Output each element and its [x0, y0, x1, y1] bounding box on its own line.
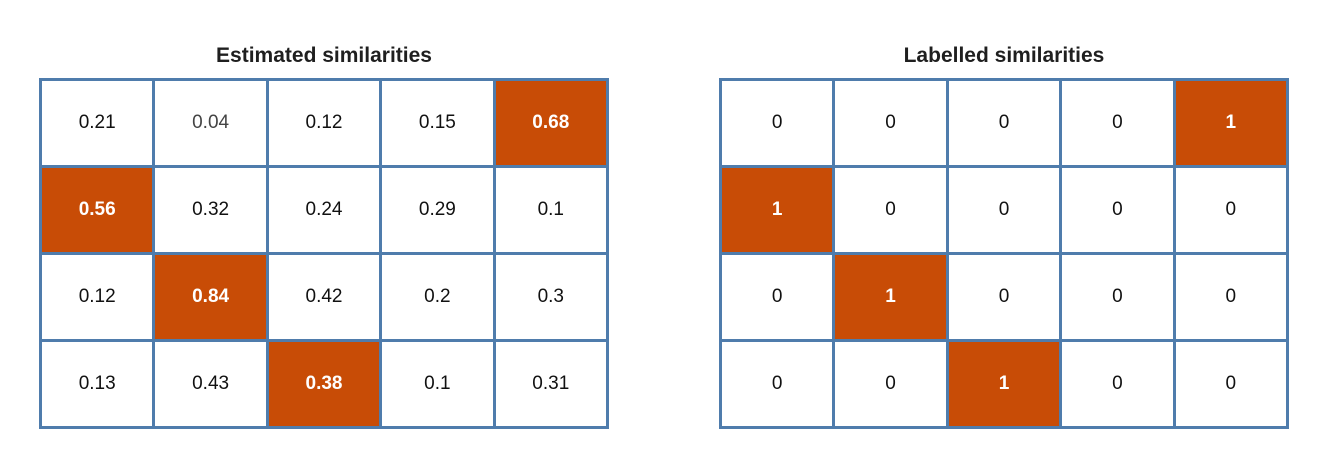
labelled-cell-r0-c2: 0	[948, 81, 1060, 165]
labelled-cell-r3-c0: 0	[722, 342, 833, 426]
estimated-cell-r1-c3: 0.29	[382, 168, 493, 252]
estimated-similarities-grid: 0.21 0.04 0.12 0.15 0.68 0.56 0.32 0.24 0.29 0.1 0…	[39, 78, 609, 429]
estimated-cell-r0-c2: 0.12	[268, 81, 380, 165]
labelled-cell-r2-c2: 0	[948, 255, 1060, 339]
estimated-cell-r2-c0: 0.12	[42, 255, 153, 339]
estimated-cell-r2-c4: 0.3	[495, 255, 606, 339]
labelled-cell-r1-c3: 0	[1062, 168, 1173, 252]
estimated-cell-r1-c0: 0.56	[42, 168, 153, 252]
estimated-cell-r2-c3: 0.2	[382, 255, 493, 339]
labelled-cell-r3-c3: 0	[1062, 342, 1173, 426]
estimated-cell-r3-c0: 0.13	[42, 342, 153, 426]
estimated-cell-r1-c4: 0.1	[495, 168, 606, 252]
labelled-cell-r0-c4: 1	[1175, 81, 1286, 165]
labelled-cell-r0-c0: 0	[722, 81, 833, 165]
labelled-cell-r3-c4: 0	[1175, 342, 1286, 426]
estimated-cell-r3-c1: 0.43	[155, 342, 266, 426]
estimated-cell-r3-c2: 0.38	[268, 342, 380, 426]
estimated-cell-r0-c4: 0.68	[495, 81, 606, 165]
labelled-cell-r2-c0: 0	[722, 255, 833, 339]
estimated-cell-r0-c0: 0.21	[42, 81, 153, 165]
estimated-cell-r0-c3: 0.15	[382, 81, 493, 165]
labelled-cell-r3-c1: 0	[835, 342, 946, 426]
labelled-similarities-title: Labelled similarities	[903, 44, 1105, 67]
estimated-cell-r1-c2: 0.24	[268, 168, 380, 252]
estimated-cell-r2-c1: 0.84	[155, 255, 266, 339]
labelled-cell-r1-c4: 0	[1175, 168, 1286, 252]
labelled-cell-r1-c2: 0	[948, 168, 1060, 252]
estimated-cell-r2-c2: 0.42	[268, 255, 380, 339]
estimated-similarities-title: Estimated similarities	[216, 44, 432, 67]
labelled-cell-r0-c1: 0	[835, 81, 946, 165]
labelled-cell-r1-c0: 1	[722, 168, 833, 252]
labelled-cell-r1-c1: 0	[835, 168, 946, 252]
labelled-cell-r2-c4: 0	[1175, 255, 1286, 339]
estimated-cell-r3-c3: 0.1	[382, 342, 493, 426]
estimated-cell-r0-c1: 0.04	[155, 81, 266, 165]
labelled-cell-r3-c2: 1	[948, 342, 1060, 426]
estimated-cell-r1-c1: 0.32	[155, 168, 266, 252]
labelled-cell-r2-c1: 1	[835, 255, 946, 339]
labelled-cell-r0-c3: 0	[1062, 81, 1173, 165]
labelled-cell-r2-c3: 0	[1062, 255, 1173, 339]
estimated-cell-r3-c4: 0.31	[495, 342, 606, 426]
